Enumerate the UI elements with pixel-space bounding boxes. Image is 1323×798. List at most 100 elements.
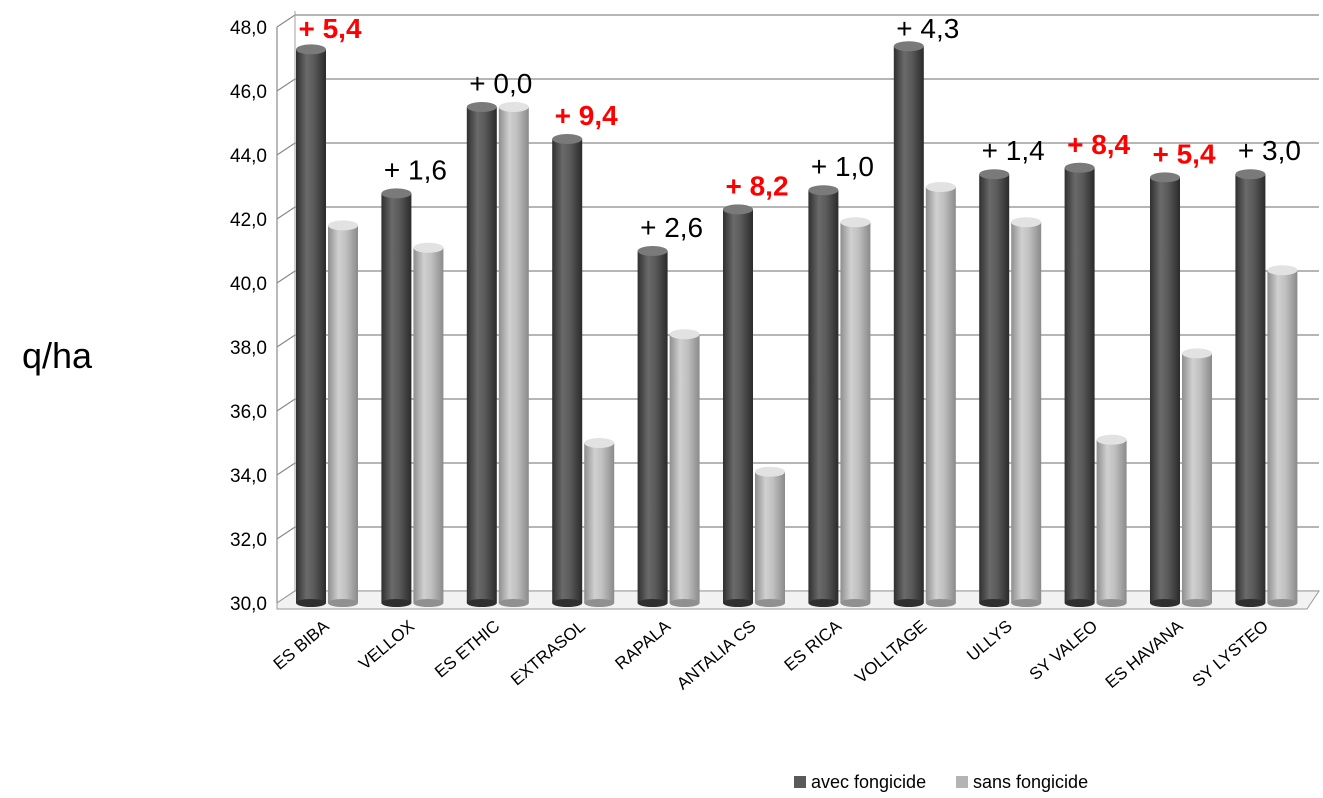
data-label: + 2,6 bbox=[640, 212, 703, 243]
bar-avec bbox=[466, 107, 497, 603]
data-label: + 1,4 bbox=[982, 135, 1045, 166]
data-label: + 8,4 bbox=[1067, 129, 1130, 160]
data-label: + 5,4 bbox=[298, 13, 361, 44]
bar-base bbox=[413, 599, 444, 607]
bar-base bbox=[1064, 599, 1095, 607]
bar-base bbox=[498, 599, 529, 607]
bar-base bbox=[1267, 599, 1298, 607]
bar-top bbox=[584, 438, 615, 448]
bars bbox=[296, 41, 1298, 607]
bar-avec bbox=[381, 193, 412, 603]
gridline-diag bbox=[276, 526, 296, 540]
bar-base bbox=[552, 599, 583, 607]
bar-base bbox=[1235, 599, 1266, 607]
bar-avec bbox=[637, 251, 668, 603]
bar-top bbox=[552, 134, 583, 144]
y-tick-label: 40,0 bbox=[230, 274, 267, 295]
bar-top bbox=[979, 169, 1010, 180]
bar-base bbox=[1096, 599, 1127, 607]
bar-top bbox=[1150, 172, 1180, 183]
bar-base bbox=[584, 599, 615, 607]
bar-sans bbox=[925, 187, 956, 603]
bar-top bbox=[466, 102, 497, 112]
bar-sans bbox=[328, 225, 358, 603]
y-tick-label: 48,0 bbox=[230, 18, 267, 39]
bar-base bbox=[840, 599, 871, 607]
x-tick-label: ES BIBA bbox=[270, 616, 333, 673]
bar-base bbox=[466, 599, 497, 607]
bar-top bbox=[893, 41, 924, 52]
bar-base bbox=[893, 599, 924, 607]
x-tick-label: EXTRASOL bbox=[507, 617, 589, 690]
legend-label-sans: sans fongicide bbox=[973, 772, 1088, 792]
x-tick-label: ANTALIA CS bbox=[673, 617, 760, 694]
x-tick-label: RAPALA bbox=[612, 616, 675, 673]
x-tick-label: SY LYSTEO bbox=[1189, 617, 1272, 691]
bar-top bbox=[381, 188, 412, 199]
bar-sans bbox=[584, 443, 615, 603]
bar-top bbox=[498, 102, 529, 112]
y-tick-label: 44,0 bbox=[230, 146, 267, 167]
bar-base bbox=[328, 599, 358, 607]
bar-top bbox=[328, 220, 358, 231]
legend: avec fongicide sans fongicide bbox=[794, 772, 1088, 792]
bar-avec bbox=[979, 174, 1010, 603]
bar-avec bbox=[1064, 167, 1095, 604]
bar-top bbox=[1011, 217, 1042, 228]
x-tick-label: SY VALEO bbox=[1026, 617, 1101, 685]
y-tick-label: 46,0 bbox=[230, 82, 267, 103]
gridline-diag bbox=[276, 398, 296, 412]
bar-sans bbox=[498, 107, 529, 603]
data-label: + 1,6 bbox=[384, 154, 447, 185]
x-tick-label: ES ETHIC bbox=[431, 617, 503, 682]
gridlines bbox=[276, 14, 1319, 604]
bar-top bbox=[723, 204, 753, 215]
bar-top bbox=[637, 246, 668, 256]
gridline-diag bbox=[276, 462, 296, 476]
bar-avec bbox=[1235, 174, 1266, 603]
bar-base bbox=[296, 599, 326, 607]
data-label: + 1,0 bbox=[811, 151, 874, 182]
bar-avec bbox=[1150, 177, 1180, 603]
bar-top bbox=[755, 466, 785, 477]
y-tick-label: 32,0 bbox=[230, 530, 267, 551]
bar-sans bbox=[755, 471, 785, 603]
y-tick-label: 42,0 bbox=[230, 210, 267, 231]
bar-top bbox=[1235, 169, 1266, 180]
gridline-diag bbox=[276, 142, 296, 156]
gridline-diag bbox=[276, 78, 296, 92]
bar-sans bbox=[669, 334, 700, 603]
gridline-diag bbox=[276, 270, 296, 284]
bar-avec bbox=[723, 209, 753, 603]
bar-top bbox=[1096, 434, 1127, 445]
y-tick-label: 36,0 bbox=[230, 402, 267, 423]
bar-base bbox=[723, 599, 753, 607]
x-tick-label: ES RICA bbox=[781, 616, 846, 675]
bar-top bbox=[1182, 348, 1212, 359]
gridline-diag bbox=[276, 206, 296, 220]
bar-sans bbox=[840, 222, 871, 603]
bar-base bbox=[925, 599, 956, 607]
bar-base bbox=[1011, 599, 1042, 607]
bar-base bbox=[979, 599, 1010, 607]
bar-avec bbox=[893, 46, 924, 603]
bar-base bbox=[381, 599, 412, 607]
bar-top bbox=[296, 44, 326, 55]
gridline-diag bbox=[276, 334, 296, 348]
x-tick-label: ES HAVANA bbox=[1102, 616, 1187, 692]
y-axis-label: q/ha bbox=[22, 335, 93, 376]
bar-sans bbox=[413, 247, 444, 604]
data-label: + 4,3 bbox=[896, 13, 959, 44]
data-labels: + 5,4 + 1,6 + 0,0 + 9,4 + 2,6 + 8,2 + 1,0 + 4,3… bbox=[298, 13, 1300, 243]
bar-base bbox=[637, 599, 668, 607]
bar-base bbox=[755, 599, 785, 607]
bar-sans bbox=[1096, 439, 1127, 603]
x-tick-label: ULLYS bbox=[963, 617, 1016, 665]
bar-top bbox=[669, 329, 700, 340]
x-tick-label: VELLOX bbox=[355, 617, 418, 674]
bar-sans bbox=[1267, 270, 1298, 603]
data-label: + 0,0 bbox=[469, 68, 532, 99]
bar-top bbox=[840, 217, 871, 228]
bar-sans bbox=[1011, 222, 1042, 603]
